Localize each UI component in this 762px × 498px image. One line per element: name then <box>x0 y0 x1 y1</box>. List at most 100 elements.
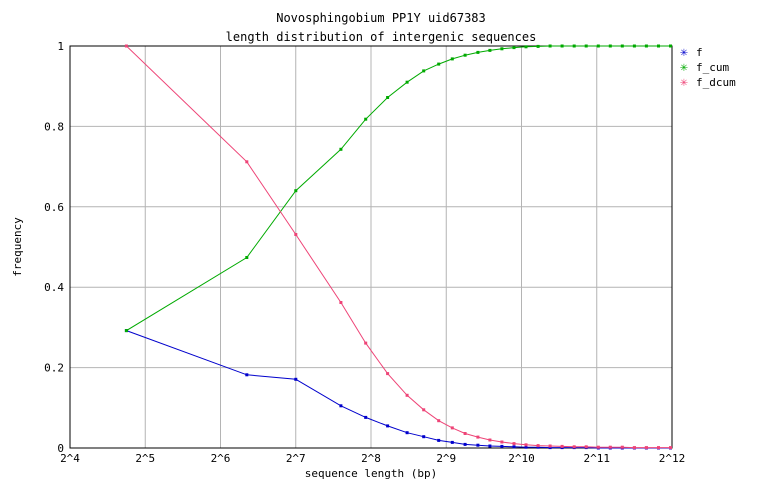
data-point-f_cum <box>364 117 368 121</box>
data-point-f_dcum <box>632 446 636 450</box>
data-point-f_cum <box>560 44 564 48</box>
legend-label-f: f <box>696 46 703 59</box>
data-point-f <box>364 415 368 419</box>
data-point-f_dcum <box>339 301 343 304</box>
x-tick-label: 2^8 <box>361 452 381 465</box>
y-tick-label: 0 <box>57 442 64 455</box>
data-point-f_dcum <box>450 426 454 430</box>
data-point-f <box>422 435 426 439</box>
data-point-f_dcum <box>536 444 540 448</box>
x-tick-label: 2^10 <box>508 452 535 465</box>
data-point-f_cum <box>339 147 343 151</box>
data-point-f_dcum <box>584 445 588 449</box>
data-point-f_cum <box>669 44 672 48</box>
data-point-f_dcum <box>386 372 390 376</box>
x-tick-label: 2^11 <box>584 452 611 465</box>
data-point-f_cum <box>548 44 552 48</box>
legend-label-f_dcum: f_dcum <box>696 76 736 89</box>
data-point-f_dcum <box>124 44 128 48</box>
data-point-f_cum <box>632 44 636 48</box>
data-point-f_dcum <box>596 445 600 449</box>
data-point-f <box>536 445 540 449</box>
data-point-f <box>500 444 504 448</box>
data-point-f <box>548 446 552 450</box>
data-point-f_dcum <box>572 445 576 449</box>
data-point-f <box>476 443 480 447</box>
data-point-f_dcum <box>437 419 441 423</box>
data-point-f_dcum <box>488 438 492 442</box>
y-axis-label: frequency <box>11 217 24 277</box>
data-point-f_dcum <box>500 440 504 444</box>
x-tick-label: 2^6 <box>211 452 231 465</box>
data-point-f_cum <box>245 256 249 259</box>
x-tick-label: 2^12 <box>659 452 686 465</box>
data-point-f_dcum <box>463 432 467 435</box>
y-tick-label: 0.6 <box>44 201 64 214</box>
data-point-f_dcum <box>560 444 564 448</box>
data-point-f_cum <box>584 44 588 48</box>
data-point-f_cum <box>500 47 504 51</box>
data-point-f_dcum <box>364 341 368 345</box>
data-point-f_dcum <box>608 445 612 449</box>
x-tick-label: 2^4 <box>60 452 80 465</box>
data-point-f <box>437 438 441 442</box>
x-tick-label: 2^9 <box>436 452 456 465</box>
x-tick-label: 2^7 <box>286 452 306 465</box>
data-point-f_cum <box>294 189 298 193</box>
grid <box>70 46 672 448</box>
data-point-f <box>339 404 343 408</box>
data-point-f_dcum <box>245 160 249 164</box>
data-point-f_cum <box>657 44 660 48</box>
series-layer <box>124 44 672 450</box>
y-tick-label: 0.4 <box>44 281 64 294</box>
data-point-f <box>294 377 298 381</box>
data-point-f_cum <box>450 57 454 61</box>
data-point-f <box>524 445 528 449</box>
chart-title: Novosphingobium PP1Y uid67383 <box>276 11 486 25</box>
data-point-f <box>386 424 390 428</box>
y-tick-label: 1 <box>57 40 64 53</box>
data-point-f <box>463 442 467 446</box>
legend: ✳ f ✳ f_cum ✳ f_dcum <box>680 46 736 89</box>
data-point-f_cum <box>386 96 390 99</box>
data-point-f_dcum <box>657 446 660 450</box>
y-axis-ticks: 0 0.2 0.4 0.6 0.8 1 <box>44 40 64 455</box>
data-point-f_dcum <box>405 393 409 397</box>
data-point-f_dcum <box>548 444 552 448</box>
x-tick-label: 2^5 <box>135 452 155 465</box>
y-tick-label: 0.2 <box>44 362 64 375</box>
data-point-f_cum <box>512 46 516 50</box>
data-point-f_dcum <box>524 443 528 447</box>
data-point-f <box>405 431 409 435</box>
data-point-f_dcum <box>476 435 480 439</box>
series-line-f_dcum <box>126 45 671 449</box>
legend-marker-f_cum: ✳ <box>680 63 688 74</box>
data-point-f_cum <box>608 44 612 48</box>
data-point-f_cum <box>437 62 441 66</box>
data-point-f <box>512 445 516 449</box>
data-point-f_cum <box>536 44 540 48</box>
x-axis-label: sequence length (bp) <box>305 467 437 480</box>
data-point-f_cum <box>644 44 648 48</box>
data-point-f_cum <box>524 45 528 49</box>
data-point-f_cum <box>476 50 480 54</box>
plot-frame <box>69 45 673 449</box>
data-point-f_cum <box>405 80 409 84</box>
data-point-f <box>245 373 249 377</box>
data-point-f_dcum <box>620 445 624 449</box>
data-point-f_cum <box>124 329 128 333</box>
data-point-f_dcum <box>644 446 648 450</box>
series-line-f_cum <box>126 45 671 332</box>
data-point-f <box>488 444 492 448</box>
data-point-f_dcum <box>294 233 298 236</box>
data-point-f <box>450 440 454 444</box>
x-axis-ticks: 2^4 2^5 2^6 2^7 2^8 2^9 2^10 2^11 2^12 <box>60 452 685 465</box>
data-point-f_cum <box>620 44 624 48</box>
data-point-f_cum <box>422 69 426 73</box>
legend-marker-f_dcum: ✳ <box>680 78 688 89</box>
data-point-f_cum <box>572 44 576 48</box>
data-point-f_cum <box>488 48 492 52</box>
data-point-f_cum <box>596 44 600 48</box>
data-point-f_dcum <box>669 446 672 450</box>
series-line-f <box>126 330 671 449</box>
